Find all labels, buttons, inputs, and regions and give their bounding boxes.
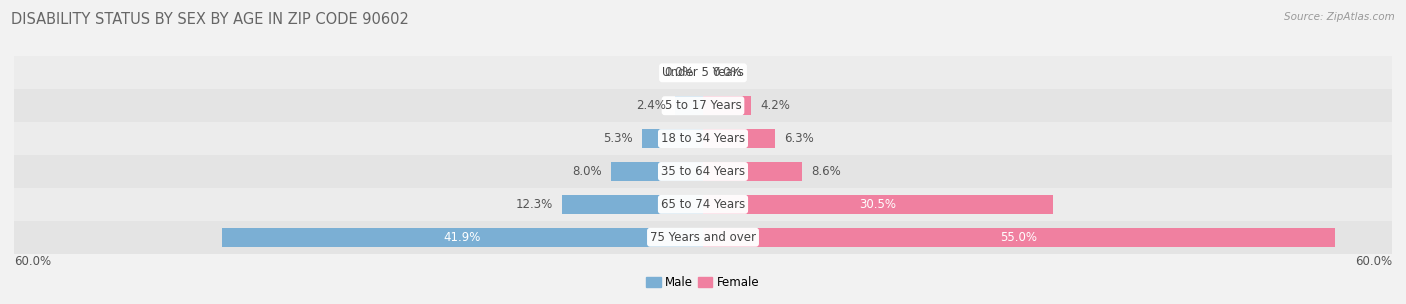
- Bar: [703, 228, 1334, 247]
- Bar: [14, 221, 1392, 254]
- Text: 8.6%: 8.6%: [811, 165, 841, 178]
- Bar: [14, 122, 1392, 155]
- Bar: [14, 56, 1392, 89]
- Text: 41.9%: 41.9%: [444, 231, 481, 244]
- Bar: [675, 96, 703, 115]
- Text: 65 to 74 Years: 65 to 74 Years: [661, 198, 745, 211]
- Bar: [14, 155, 1392, 188]
- Text: 35 to 64 Years: 35 to 64 Years: [661, 165, 745, 178]
- Bar: [703, 96, 751, 115]
- Bar: [562, 195, 703, 214]
- Text: Under 5 Years: Under 5 Years: [662, 66, 744, 79]
- Legend: Male, Female: Male, Female: [641, 271, 765, 294]
- Text: 12.3%: 12.3%: [516, 198, 553, 211]
- Bar: [14, 188, 1392, 221]
- Text: 6.3%: 6.3%: [785, 132, 814, 145]
- Text: DISABILITY STATUS BY SEX BY AGE IN ZIP CODE 90602: DISABILITY STATUS BY SEX BY AGE IN ZIP C…: [11, 12, 409, 27]
- Text: 0.0%: 0.0%: [713, 66, 742, 79]
- Bar: [703, 195, 1053, 214]
- Text: 2.4%: 2.4%: [637, 99, 666, 112]
- Text: 60.0%: 60.0%: [14, 255, 51, 268]
- Text: 75 Years and over: 75 Years and over: [650, 231, 756, 244]
- Bar: [703, 162, 801, 181]
- Text: 5.3%: 5.3%: [603, 132, 633, 145]
- Text: 55.0%: 55.0%: [1000, 231, 1038, 244]
- Text: 30.5%: 30.5%: [859, 198, 897, 211]
- Bar: [703, 129, 775, 148]
- Bar: [222, 228, 703, 247]
- Text: 60.0%: 60.0%: [1355, 255, 1392, 268]
- Text: Source: ZipAtlas.com: Source: ZipAtlas.com: [1284, 12, 1395, 22]
- Text: 5 to 17 Years: 5 to 17 Years: [665, 99, 741, 112]
- Text: 8.0%: 8.0%: [572, 165, 602, 178]
- Text: 18 to 34 Years: 18 to 34 Years: [661, 132, 745, 145]
- Bar: [612, 162, 703, 181]
- Bar: [643, 129, 703, 148]
- Text: 4.2%: 4.2%: [761, 99, 790, 112]
- Text: 0.0%: 0.0%: [664, 66, 693, 79]
- Bar: [14, 89, 1392, 122]
